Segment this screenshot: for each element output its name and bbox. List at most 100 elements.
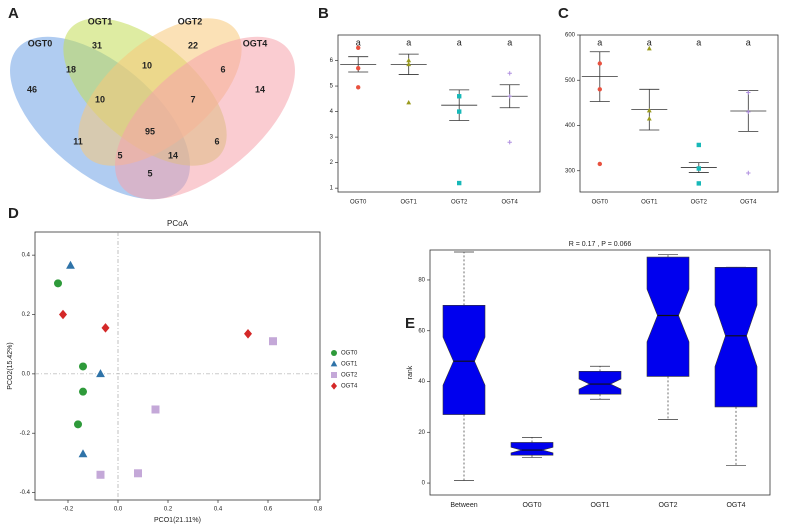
x-tick-label: OGT1: [641, 200, 658, 206]
point: [54, 279, 62, 288]
x-tick-label: OGT4: [726, 502, 745, 509]
x-tick-label: -0.2: [63, 507, 74, 513]
point: [696, 181, 701, 186]
panel-letter: A: [8, 5, 19, 22]
point: [244, 328, 252, 339]
point: [696, 142, 701, 148]
box: [714, 266, 758, 408]
y-tick-label: 600: [565, 33, 576, 39]
region-count: 5: [117, 150, 122, 160]
y-tick-label: 0.2: [22, 312, 31, 318]
point: [457, 180, 462, 186]
panel-letter: E: [405, 315, 415, 332]
plot-frame: [579, 34, 779, 193]
legend-label: OGT4: [341, 384, 358, 390]
x-tick-label: 0.0: [114, 507, 123, 513]
box: [646, 256, 690, 377]
point: [78, 449, 88, 458]
point: [101, 323, 110, 333]
x-tick-label: OGT4: [502, 200, 519, 206]
legend-marker: [330, 360, 338, 367]
x-tick-label: OGT0: [592, 200, 609, 206]
y-axis-label: PCO2(15.42%): [7, 342, 14, 389]
set-label: OGT2: [178, 16, 203, 26]
point: [597, 87, 602, 92]
point: [746, 90, 751, 95]
set-label: OGT4: [243, 38, 268, 48]
box: [578, 371, 622, 395]
group-letter: a: [597, 37, 602, 47]
region-count: 14: [255, 84, 265, 94]
box: [510, 442, 554, 456]
x-tick-label: OGT2: [451, 200, 468, 206]
group-letter: a: [406, 37, 411, 47]
y-tick-label: 0: [422, 481, 426, 487]
point: [406, 100, 412, 105]
region-count: 5: [147, 168, 152, 178]
point: [151, 405, 160, 414]
y-tick-label: 20: [418, 430, 425, 436]
region-count: 46: [27, 84, 37, 94]
point: [66, 260, 75, 269]
y-tick-label: 3: [330, 135, 334, 141]
point: [406, 61, 412, 67]
point: [646, 116, 652, 121]
point: [134, 469, 142, 478]
y-tick-label: 500: [565, 78, 576, 84]
point: [646, 107, 652, 113]
region-count: 18: [66, 64, 76, 74]
point: [746, 109, 751, 115]
region-count: 10: [142, 60, 152, 70]
point: [696, 166, 701, 171]
y-tick-label: 60: [418, 328, 425, 334]
point: [356, 85, 361, 90]
x-tick-label: 0.4: [214, 507, 223, 513]
y-axis-label: rank: [407, 365, 414, 379]
x-tick-label: OGT0: [350, 200, 367, 206]
x-tick-label: OGT4: [740, 200, 757, 206]
region-count: 10: [95, 94, 105, 104]
point: [74, 420, 82, 429]
plot-frame: [337, 34, 541, 193]
point: [507, 71, 512, 76]
legend-label: OGT1: [341, 362, 358, 368]
legend-label: OGT2: [341, 373, 358, 379]
x-tick-label: 0.6: [264, 507, 273, 513]
point: [507, 94, 512, 99]
legend-marker: [331, 382, 337, 390]
y-tick-label: 300: [565, 168, 576, 174]
chart-title: PCoA: [167, 219, 189, 228]
point: [356, 65, 361, 71]
region-count: 6: [214, 136, 219, 146]
set-label: OGT0: [28, 38, 53, 48]
point: [597, 161, 602, 167]
point: [507, 140, 512, 145]
panel-letter: C: [558, 5, 569, 22]
x-tick-label: OGT0: [522, 502, 541, 509]
group-letter: a: [746, 37, 751, 47]
point: [96, 470, 105, 479]
region-count: 31: [92, 40, 102, 50]
group-letter: a: [356, 37, 361, 47]
point: [746, 170, 751, 176]
y-tick-label: -0.4: [20, 490, 31, 496]
point: [356, 45, 361, 50]
y-tick-label: 40: [418, 379, 425, 385]
region-count: 6: [220, 64, 225, 74]
x-tick-label: OGT2: [691, 200, 708, 206]
region-count: 11: [73, 136, 83, 146]
x-tick-label: OGT1: [590, 502, 609, 509]
point: [646, 45, 652, 51]
y-tick-label: 0.4: [22, 253, 31, 259]
legend-label: OGT0: [341, 351, 358, 357]
set-label: OGT1: [88, 16, 113, 26]
error-bar: [589, 51, 610, 102]
x-tick-label: 0.8: [314, 507, 323, 513]
point: [457, 94, 462, 99]
x-tick-label: Between: [450, 502, 477, 509]
plot-frame: [34, 231, 321, 501]
group-letter: a: [647, 37, 652, 47]
y-tick-label: -0.2: [20, 431, 31, 437]
group-letter: a: [696, 37, 701, 47]
